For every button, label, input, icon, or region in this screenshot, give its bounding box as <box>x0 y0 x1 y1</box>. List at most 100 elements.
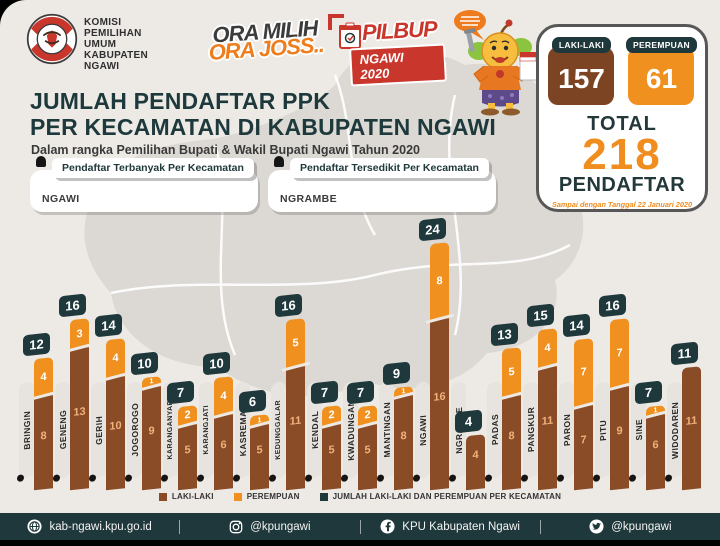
bar-total-badge: 10 <box>131 351 158 376</box>
footer-bar: kab-ngawi.kpu.go.id @kpungawi KPU Kabupa… <box>0 513 720 540</box>
bar-male-segment: 10 <box>106 376 125 491</box>
bar-stack: 4 11 <box>533 328 563 491</box>
bar-base-dot <box>197 474 204 482</box>
bar-male-segment: 9 <box>142 385 161 491</box>
kecamatan-label: PITU <box>597 418 608 442</box>
legend-item-1: PEREMPUAN <box>233 492 300 501</box>
bar-male-segment: 11 <box>538 366 557 491</box>
pin-icon <box>274 156 284 167</box>
twitter-icon <box>589 519 604 534</box>
bar-male-segment: 9 <box>610 385 629 491</box>
bar-group-ngrambe: 44NGRAMBE <box>449 190 486 492</box>
bar-stack: 3 13 <box>65 318 95 491</box>
highlight-most-value: NGAWI <box>42 193 80 205</box>
globe-icon <box>27 519 42 534</box>
bar-label-strip: KARANGJATI <box>199 381 214 479</box>
female-count: 2 <box>184 409 191 422</box>
footer-separator <box>539 519 541 534</box>
bar-group-karanganyar: 2 5 7 KARANGANYAR <box>161 190 203 492</box>
female-total-box: 61 <box>628 47 695 105</box>
bar-label-strip: NGAWI <box>415 381 430 479</box>
kecamatan-label: KENDAL <box>309 410 320 450</box>
kecamatan-label: WIDODAREN <box>669 400 680 460</box>
legend-label: JUMLAH LAKI-LAKI DAN PEREMPUAN PER KECAM… <box>332 492 562 501</box>
footer-twitter-text: @kpungawi <box>611 520 672 533</box>
bar-stack: 5 11 <box>281 318 311 491</box>
bar-male-segment: 7 <box>574 405 593 491</box>
male-count: 9 <box>148 424 155 438</box>
male-count: 6 <box>220 439 227 452</box>
male-count: 6 <box>652 439 659 452</box>
bar-female-segment: 8 <box>430 241 449 321</box>
kecamatan-label: MANTINGAN <box>381 401 392 459</box>
bar-total-badge: 7 <box>635 380 662 405</box>
male-count: 11 <box>685 414 698 429</box>
kecamatan-label: JOGOROGO <box>129 402 140 458</box>
bar-base-dot <box>89 474 96 482</box>
footer-facebook-text: KPU Kabupaten Ngawi <box>402 520 520 533</box>
bar-label-strip: PITU <box>595 381 610 479</box>
bar-group-kendal: 2 5 7 KENDAL <box>305 190 347 492</box>
bar-male-segment: 8 <box>394 395 413 491</box>
bar-base-dot <box>17 474 24 482</box>
female-count: 4 <box>112 351 119 365</box>
bar-group-kwadungan: 2 5 7 KWADUNGAN <box>341 190 383 492</box>
bar-stack: 4 <box>466 433 485 491</box>
bar-male-segment: 8 <box>502 395 521 491</box>
bar-total-badge: 14 <box>95 313 122 337</box>
bar-total-badge: 15 <box>527 303 554 328</box>
facebook-icon <box>380 519 395 534</box>
male-total-box: 157 <box>548 47 615 105</box>
bar-total-badge: 7 <box>311 380 338 405</box>
highlight-least-value: NGRAMBE <box>280 193 338 205</box>
bar-base-dot <box>413 474 420 482</box>
bar-male-segment: 5 <box>358 424 377 491</box>
total-caption: PENDAFTAR <box>558 174 686 196</box>
bar-group-sine: 1 6 7 SINE <box>629 190 671 492</box>
bar-base-dot <box>593 474 600 482</box>
instagram-icon <box>229 520 243 533</box>
male-count: 9 <box>616 424 623 438</box>
male-count: 11 <box>541 414 554 429</box>
bar-male-segment: 4 <box>466 433 485 491</box>
bar-total-badge: 16 <box>275 293 302 318</box>
female-count: 2 <box>364 409 371 422</box>
bar-female-segment: 5 <box>286 318 305 369</box>
female-count: 4 <box>220 390 227 403</box>
bar-female-segment: 4 <box>106 337 125 379</box>
bar-female-segment: 7 <box>574 337 593 408</box>
pin-icon <box>36 156 46 167</box>
bar-total-badge: 7 <box>167 380 194 405</box>
kecamatan-label: KARANGJATI <box>203 404 210 456</box>
female-count: 8 <box>436 274 443 288</box>
male-count: 5 <box>256 443 263 457</box>
bar-group-pangkur: 4 11 15 PANGKUR <box>521 190 563 492</box>
bar-label-strip: WIDODAREN <box>667 381 682 479</box>
footer-website: kab-ngawi.kpu.go.id <box>0 513 179 540</box>
male-count: 8 <box>508 429 515 443</box>
footer-instagram-text: @kpungawi <box>250 520 311 533</box>
kecamatan-label: GENENG <box>57 409 68 451</box>
bar-male-segment: 8 <box>34 395 53 491</box>
bar-base-dot <box>53 474 60 482</box>
bar-group-pitu: 7 9 16 PITU <box>593 190 635 492</box>
bar-total-badge: 7 <box>347 380 374 405</box>
bar-label-strip: PANGKUR <box>523 381 538 479</box>
legend-swatch <box>319 492 328 501</box>
bar-base-dot <box>269 474 276 482</box>
bar-base-dot <box>449 474 456 482</box>
female-label-badge: PEREMPUAN <box>625 37 697 53</box>
title-line1: JUMLAH PENDAFTAR PPK <box>30 88 331 114</box>
bar-group-paron: 7 7 14 PARON <box>557 190 599 492</box>
bar-male-segment: 11 <box>682 366 701 491</box>
bar-base-dot <box>629 474 636 482</box>
bar-label-strip: KEDUNGGALAR <box>271 381 286 479</box>
legend-label: PEREMPUAN <box>246 492 300 501</box>
